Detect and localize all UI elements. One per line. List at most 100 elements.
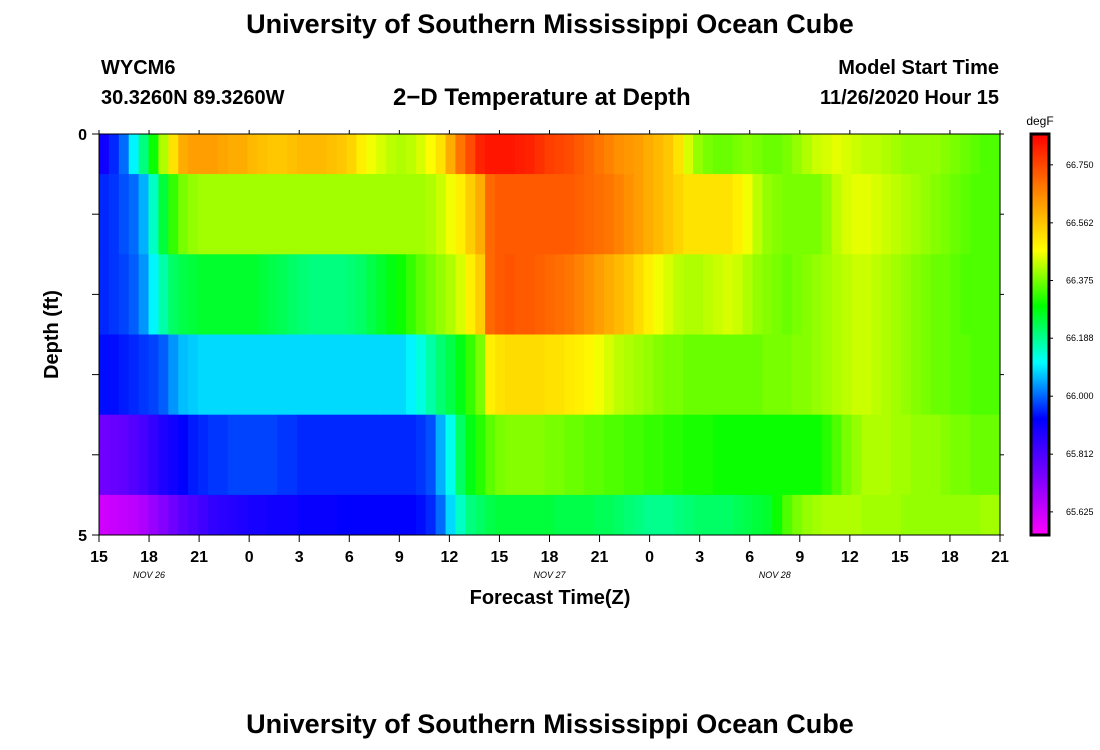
heatmap-cell [930,494,942,536]
heatmap-cell [910,494,922,536]
heatmap-cell [356,174,367,255]
x-tick-label: 18 [941,549,959,566]
heatmap-cell [940,334,952,416]
heatmap-cell [188,254,199,335]
heatmap-cell [683,494,694,536]
heatmap-cell [841,414,853,496]
heatmap-cell [930,254,942,335]
heatmap-cell [128,494,140,536]
heatmap-cell [366,414,377,496]
heatmap-cell [366,174,377,255]
heatmap-cell [287,174,298,255]
heatmap-cell [613,494,625,536]
heatmap-cell [465,494,476,536]
heatmap-cell [722,254,734,335]
heatmap-cell [386,174,397,255]
x-tick-label: 9 [795,549,804,566]
heatmap-cell [574,334,585,416]
heatmap-cell [831,174,843,255]
heatmap-cell [554,414,565,496]
heatmap-cell [415,134,427,175]
heatmap-cell [831,414,843,496]
heatmap-cell [455,334,466,416]
heatmap-cell [960,494,971,536]
heatmap-cell [623,334,635,416]
heatmap-cell [108,334,120,416]
heatmap-cell [297,134,308,175]
heatmap-cell [544,414,556,496]
heatmap-cell [910,334,922,416]
heatmap-cell [386,254,397,335]
heatmap-cell [356,134,367,175]
heatmap-cell [455,174,466,255]
heatmap-cell [198,174,209,255]
heatmap-cell [673,254,684,335]
heatmap-cell [534,414,546,496]
heatmap-cell [653,414,664,496]
heatmap-cell [396,254,407,335]
heatmap-cell [960,174,971,255]
x-tick-label: 3 [295,549,304,566]
y-axis-label: Depth (ft) [41,290,63,379]
heatmap-cell [643,134,655,175]
heatmap-cell [386,134,397,175]
heatmap-cell [227,254,239,335]
heatmap-cell [217,494,229,536]
heatmap-cell [871,334,882,416]
heatmap-cell [980,254,991,335]
heatmap-cell [386,494,397,536]
heatmap-cell [465,334,476,416]
heatmap-cell [138,494,150,536]
x-tick-label: 15 [90,549,108,566]
heatmap-cell [732,254,744,335]
colorbar-tick-label: 66.000 [1066,391,1094,401]
heatmap-cell [207,134,219,175]
heatmap-cell [148,494,160,536]
heatmap-cell [712,174,724,255]
heatmap-cell [336,334,348,416]
heatmap-cell [693,134,704,175]
colorbar-tick-label: 66.562 [1066,218,1094,228]
heatmap-cell [108,134,120,175]
heatmap-cell [663,174,674,255]
heatmap-cell [237,134,249,175]
x-tick-label: 6 [745,549,754,566]
colorbar-tick-label: 66.375 [1066,276,1094,286]
heatmap-cell [910,414,922,496]
heatmap-cell [960,334,971,416]
heatmap-cell [504,174,516,255]
heatmap-cell [495,254,506,335]
heatmap-cell [613,334,625,416]
heatmap-cell [920,254,932,335]
heatmap-cell [811,174,823,255]
heatmap-cell [168,414,179,496]
x-tick-label: 6 [345,549,354,566]
heatmap-cell [683,174,694,255]
heatmap-cell [900,414,912,496]
heatmap-cell [554,254,565,335]
heatmap-cell [990,494,1001,536]
heatmap-cell [128,134,140,175]
heatmap-cell [930,414,942,496]
heatmap-cell [396,134,407,175]
heatmap-cell [495,174,506,255]
heatmap-cell [445,414,457,496]
heatmap-cell [297,334,308,416]
heatmap-cell [227,494,239,536]
heatmap-cell [534,134,546,175]
heatmap-cell [495,494,506,536]
heatmap-cell [584,334,595,416]
heatmap-cell [772,254,783,335]
heatmap-cell [326,414,338,496]
heatmap-cell [148,334,160,416]
heatmap-cell [415,494,427,536]
heatmap-cell [811,134,823,175]
heatmap-cell [138,334,150,416]
heatmap-cell [564,134,575,175]
heatmap-cell [376,494,387,536]
heatmap-cell [841,494,853,536]
y-tick-label: 0 [78,127,87,144]
heatmap-cell [108,254,120,335]
heatmap-cell [732,494,744,536]
heatmap-cell [346,334,358,416]
